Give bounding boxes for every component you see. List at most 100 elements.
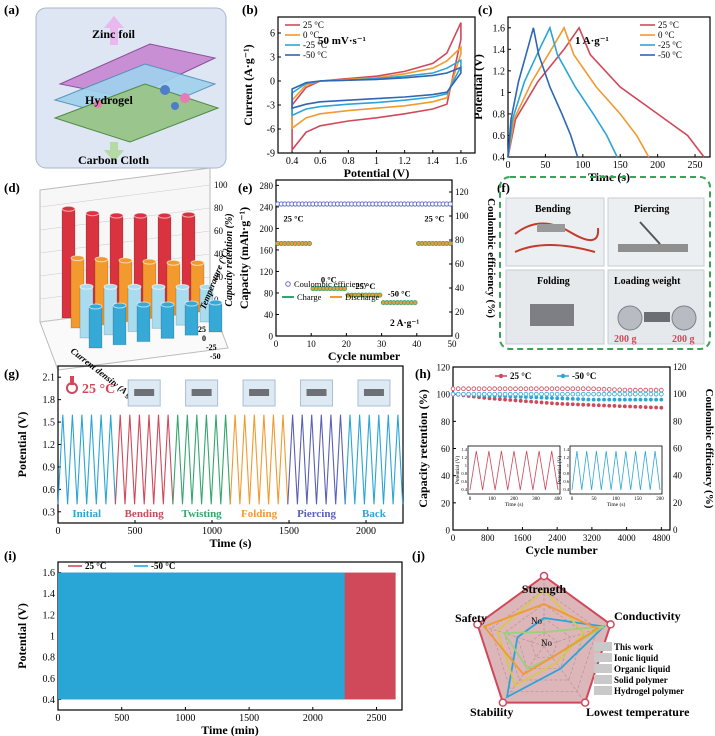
filled-trace-1 <box>58 572 345 700</box>
temp-tick-label: 0 <box>202 334 206 343</box>
x-tick-label: 0.8 <box>342 156 355 167</box>
efficiency-point <box>606 391 612 397</box>
bar-cap <box>175 283 190 290</box>
inset-trace <box>571 450 661 491</box>
legend-label: 25 °C <box>85 561 106 571</box>
legend-label: 0 °C <box>303 30 319 40</box>
radar-series-1 <box>505 617 606 699</box>
capacity-point <box>306 240 312 246</box>
efficiency-point <box>606 387 612 392</box>
capacity-point <box>377 292 383 298</box>
retention-point <box>570 396 575 401</box>
inset-x-tick-label: 300 <box>532 497 540 502</box>
photo-thumbnail <box>185 379 219 407</box>
legend-swatch <box>285 281 291 287</box>
ce-point <box>447 201 453 207</box>
x-axis-label: Time (s) <box>588 170 630 184</box>
efficiency-point <box>549 391 555 397</box>
capacity-point <box>412 300 418 306</box>
retention-point <box>654 405 659 410</box>
inset-x-tick-label: 50 <box>592 497 598 502</box>
retention-point <box>596 397 601 402</box>
inset-y-tick-label: 1.2 <box>461 455 467 460</box>
y2-axis-label: Coulombic efficiency (%) <box>703 389 715 509</box>
cycle-trace-2 <box>172 414 231 505</box>
y-tick-label: 40 <box>441 471 451 481</box>
efficiency-point <box>580 391 586 397</box>
ion-icon <box>171 102 179 110</box>
radar-vertex <box>580 698 590 707</box>
legend-swatch <box>560 373 566 379</box>
radar-axis-label: Safety <box>455 611 487 625</box>
retention-point <box>544 395 549 400</box>
inset-x-tick-label: 400 <box>554 497 562 502</box>
y-tick-label: 0.8 <box>43 653 56 664</box>
legend-label: -25 °C <box>303 40 327 50</box>
cycle-trace-1 <box>114 414 174 505</box>
x-tick-label: 500 <box>114 713 129 724</box>
efficiency-point <box>575 391 581 397</box>
bar-3-1 <box>112 304 127 346</box>
y2-tick-label: 0 <box>455 331 460 341</box>
bar-cap <box>142 258 157 265</box>
gcd-curve-0 <box>507 26 705 158</box>
gcd-curve-2 <box>507 25 618 158</box>
inset-y-tick-label: 1.2 <box>563 455 569 460</box>
efficiency-point <box>513 391 518 397</box>
retention-point <box>550 401 554 406</box>
y-axis-label: Capacity retention (%) <box>416 389 430 507</box>
retention-point <box>576 397 580 401</box>
efficiency-point <box>518 386 524 392</box>
panel-f-photos: Bending Piercing Folding Loading weight … <box>499 176 711 350</box>
legend-label: -50 °C <box>303 50 327 60</box>
efficiency-point <box>632 387 638 393</box>
x-tick-label: 1500 <box>239 713 259 724</box>
segment-label: Back <box>362 508 387 520</box>
label-loading-weight: Loading weight <box>614 276 681 287</box>
bar-cap <box>112 302 127 309</box>
x-tick-label: 0 <box>56 526 61 537</box>
efficiency-point <box>476 386 482 392</box>
x-tick-label: 0 <box>506 160 511 171</box>
efficiency-point <box>653 391 659 397</box>
y-tick-label: 1 <box>500 88 505 99</box>
x-tick-label: 2000 <box>356 526 376 537</box>
y-tick-label: 20 <box>441 498 451 508</box>
retention-point <box>586 397 591 402</box>
x-axis-label: Time (s) <box>209 536 251 550</box>
current-density-label: 1 A·g⁻¹ <box>575 35 609 47</box>
retention-point <box>633 404 638 409</box>
z-axis-label: Capacity retention (%) <box>224 213 235 306</box>
efficiency-point <box>612 387 617 392</box>
y2-tick-label: 20 <box>455 307 465 317</box>
bar-cap <box>184 300 199 307</box>
y-tick-label: 1.6 <box>493 23 506 34</box>
efficiency-point <box>596 386 602 392</box>
x-tick-label: 0 <box>56 713 61 724</box>
efficiency-point <box>528 386 534 392</box>
legend-label: Ionic liquid <box>614 653 658 663</box>
retention-point <box>659 405 664 410</box>
x-tick-label: 4800 <box>652 533 671 543</box>
z-tick-label: 60 <box>214 226 224 236</box>
y-tick-label: 0.8 <box>493 109 506 120</box>
y2-tick-label: 0 <box>673 525 678 535</box>
y-tick-label: 1.4 <box>43 589 56 600</box>
efficiency-point <box>497 391 503 397</box>
inset-x-tick-label: 200 <box>510 497 518 502</box>
inset-x-tick-label: 100 <box>488 497 496 502</box>
y-tick-label: 0 <box>270 77 275 88</box>
panel-c-gcd-chart: 0 50 100 150 200 250 0.4 0.6 0.8 1 1.2 1.4 1.6 Time (… <box>471 16 711 184</box>
legend-label: Coulombic efficiency <box>294 279 368 289</box>
retention-point <box>555 396 560 401</box>
x-tick-label: 0.6 <box>314 156 327 167</box>
bar-cap <box>118 257 133 264</box>
x-tick-label: 50 <box>448 339 458 349</box>
segment-label: Bending <box>125 508 165 520</box>
device-icon <box>134 389 155 396</box>
legend-label: Discharge <box>345 292 380 302</box>
retention-point <box>570 402 575 407</box>
